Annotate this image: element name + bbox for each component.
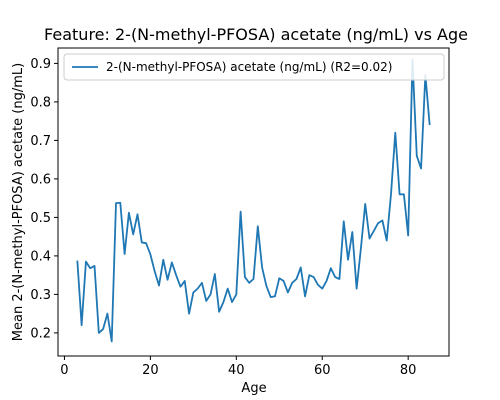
x-tick-label: 20: [142, 363, 159, 378]
x-tick-label: 80: [400, 363, 417, 378]
plot-area: [57, 47, 450, 357]
series-line: [76, 58, 431, 343]
legend-box: [63, 53, 445, 81]
y-tick-label: 0.9: [30, 57, 51, 72]
y-tick-label: 0.5: [30, 211, 51, 226]
y-axis-label: Mean 2-(N-methyl-PFOSA) acetate (ng/mL): [11, 63, 26, 341]
chart-title: Feature: 2-(N-methyl-PFOSA) acetate (ng/…: [44, 25, 468, 44]
x-axis-label: Age: [241, 381, 266, 396]
y-tick-label: 0.2: [30, 326, 51, 341]
data-points: [77, 60, 429, 342]
x-axis: 0 20 40 60 80: [60, 356, 416, 378]
plot-frame: [57, 47, 450, 357]
x-tick-label: 40: [228, 363, 245, 378]
y-tick-label: 0.6: [30, 172, 51, 187]
y-axis: 0.2 0.3 0.4 0.5 0.6 0.7 0.8 0.9: [30, 57, 58, 341]
x-tick-label: 60: [314, 363, 331, 378]
y-tick-label: 0.4: [30, 249, 51, 264]
x-tick-label: 0: [60, 363, 68, 378]
y-tick-label: 0.8: [30, 95, 51, 110]
y-tick-label: 0.7: [30, 134, 51, 149]
legend: 2-(N-methyl-PFOSA) acetate (ng/mL) (R2=0…: [63, 53, 445, 81]
y-tick-label: 0.3: [30, 288, 51, 303]
legend-label: 2-(N-methyl-PFOSA) acetate (ng/mL) (R2=0…: [106, 60, 392, 74]
